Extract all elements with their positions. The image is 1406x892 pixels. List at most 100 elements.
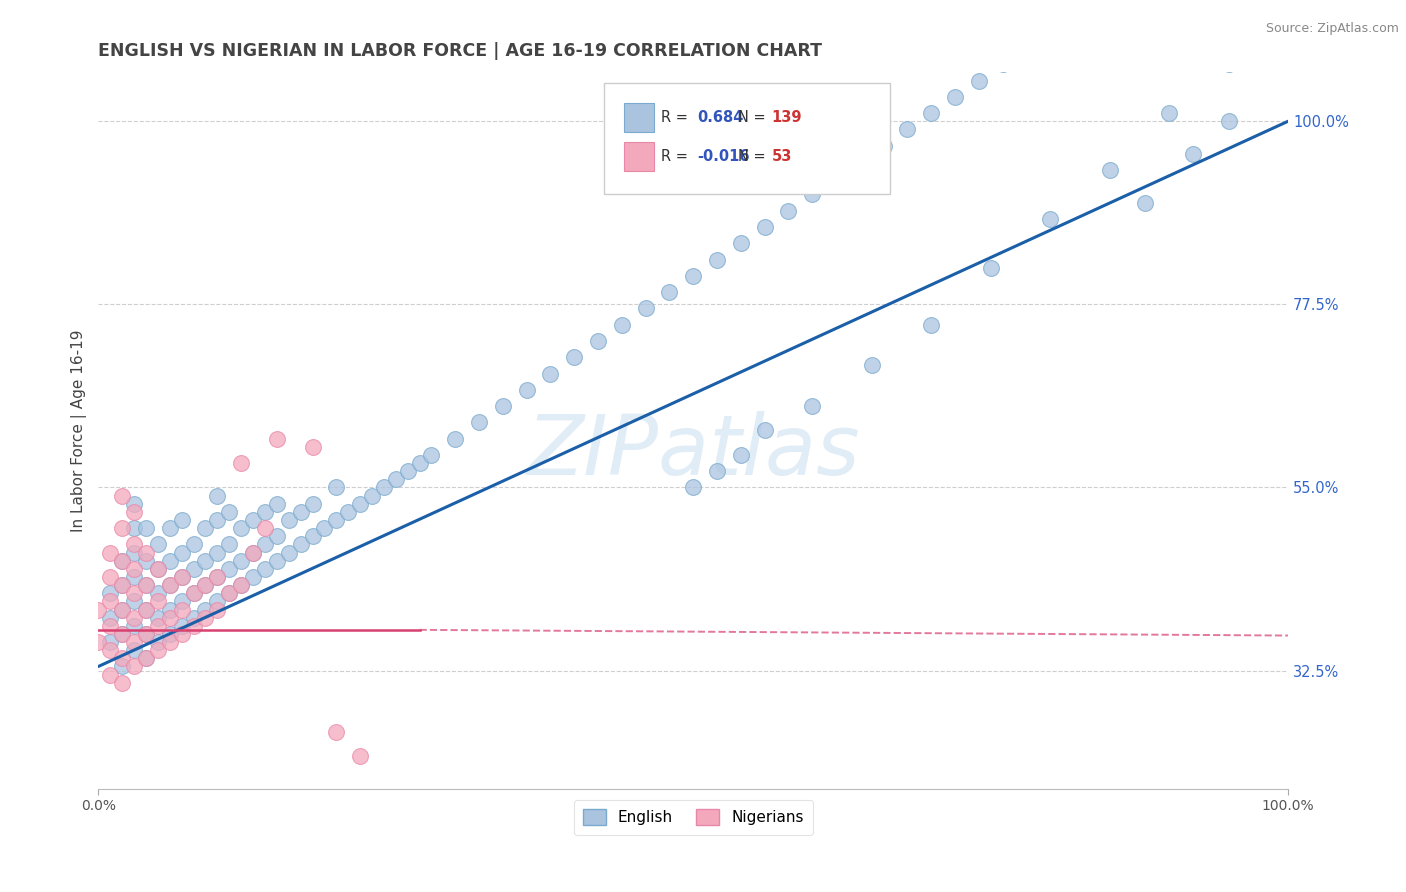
Point bbox=[146, 594, 169, 608]
Point bbox=[98, 594, 121, 608]
Point bbox=[98, 619, 121, 633]
Point bbox=[301, 440, 323, 454]
Point bbox=[111, 489, 134, 503]
Text: R =: R = bbox=[661, 110, 693, 125]
Point bbox=[146, 610, 169, 624]
Point bbox=[183, 610, 205, 624]
Point bbox=[207, 489, 229, 503]
Point bbox=[111, 627, 134, 641]
Point bbox=[194, 521, 217, 535]
Point bbox=[207, 570, 229, 584]
Point bbox=[730, 236, 752, 251]
Point bbox=[194, 578, 217, 592]
Point bbox=[468, 415, 491, 429]
Point bbox=[325, 724, 347, 739]
Point bbox=[111, 521, 134, 535]
Point bbox=[1218, 114, 1240, 128]
Point bbox=[266, 529, 288, 543]
Point bbox=[1253, 8, 1275, 22]
Point bbox=[253, 562, 276, 576]
Point bbox=[146, 643, 169, 657]
Point bbox=[872, 138, 894, 153]
Point bbox=[111, 602, 134, 616]
Point bbox=[146, 537, 169, 551]
Point bbox=[562, 350, 585, 364]
Text: N =: N = bbox=[738, 149, 770, 164]
Point bbox=[170, 513, 193, 527]
Point bbox=[111, 554, 134, 568]
Point bbox=[111, 578, 134, 592]
Point bbox=[349, 749, 371, 764]
Point bbox=[943, 90, 966, 104]
Point bbox=[170, 570, 193, 584]
Point bbox=[159, 554, 181, 568]
Point bbox=[920, 318, 942, 332]
Point bbox=[170, 594, 193, 608]
Point bbox=[111, 602, 134, 616]
Point bbox=[183, 586, 205, 600]
Point bbox=[801, 187, 824, 202]
Point bbox=[135, 578, 157, 592]
Point bbox=[111, 578, 134, 592]
Point bbox=[98, 570, 121, 584]
Point bbox=[111, 659, 134, 673]
Point bbox=[896, 122, 918, 136]
Point bbox=[1098, 0, 1121, 6]
Text: ZIPatlas: ZIPatlas bbox=[526, 411, 860, 492]
Point bbox=[194, 610, 217, 624]
Point bbox=[610, 318, 633, 332]
Point bbox=[242, 570, 264, 584]
Point bbox=[146, 562, 169, 576]
Point bbox=[682, 268, 704, 283]
Point bbox=[183, 562, 205, 576]
Text: 0.684: 0.684 bbox=[697, 110, 744, 125]
Point bbox=[266, 432, 288, 446]
Point bbox=[135, 602, 157, 616]
Text: ENGLISH VS NIGERIAN IN LABOR FORCE | AGE 16-19 CORRELATION CHART: ENGLISH VS NIGERIAN IN LABOR FORCE | AGE… bbox=[98, 42, 823, 60]
Point bbox=[146, 619, 169, 633]
Point bbox=[277, 545, 299, 559]
Point bbox=[492, 399, 515, 413]
Point bbox=[135, 627, 157, 641]
Point bbox=[920, 106, 942, 120]
Point bbox=[135, 651, 157, 665]
Point bbox=[159, 521, 181, 535]
Point bbox=[229, 554, 252, 568]
Y-axis label: In Labor Force | Age 16-19: In Labor Force | Age 16-19 bbox=[72, 329, 87, 532]
Point bbox=[229, 521, 252, 535]
Point bbox=[1039, 211, 1062, 226]
Point bbox=[122, 635, 145, 649]
Point bbox=[1159, 106, 1181, 120]
Point bbox=[301, 529, 323, 543]
Point bbox=[135, 578, 157, 592]
Point bbox=[1218, 57, 1240, 71]
Point bbox=[122, 562, 145, 576]
FancyBboxPatch shape bbox=[605, 83, 890, 194]
Point bbox=[218, 505, 240, 519]
Point bbox=[207, 594, 229, 608]
Point bbox=[170, 602, 193, 616]
Text: -0.016: -0.016 bbox=[697, 149, 749, 164]
Point bbox=[218, 562, 240, 576]
Point bbox=[135, 545, 157, 559]
Point bbox=[207, 602, 229, 616]
Point bbox=[373, 480, 395, 494]
Point bbox=[159, 602, 181, 616]
Point bbox=[420, 448, 443, 462]
Point bbox=[122, 537, 145, 551]
Point bbox=[1181, 146, 1204, 161]
Point bbox=[170, 627, 193, 641]
Point bbox=[218, 537, 240, 551]
Point bbox=[408, 456, 430, 470]
Point bbox=[98, 586, 121, 600]
Point bbox=[98, 667, 121, 681]
Point bbox=[229, 456, 252, 470]
Text: 139: 139 bbox=[772, 110, 803, 125]
Point bbox=[349, 497, 371, 511]
Point bbox=[122, 521, 145, 535]
Point bbox=[242, 545, 264, 559]
Point bbox=[290, 505, 312, 519]
Legend: English, Nigerians: English, Nigerians bbox=[574, 800, 813, 835]
Bar bbox=[624, 103, 654, 132]
Point bbox=[122, 610, 145, 624]
